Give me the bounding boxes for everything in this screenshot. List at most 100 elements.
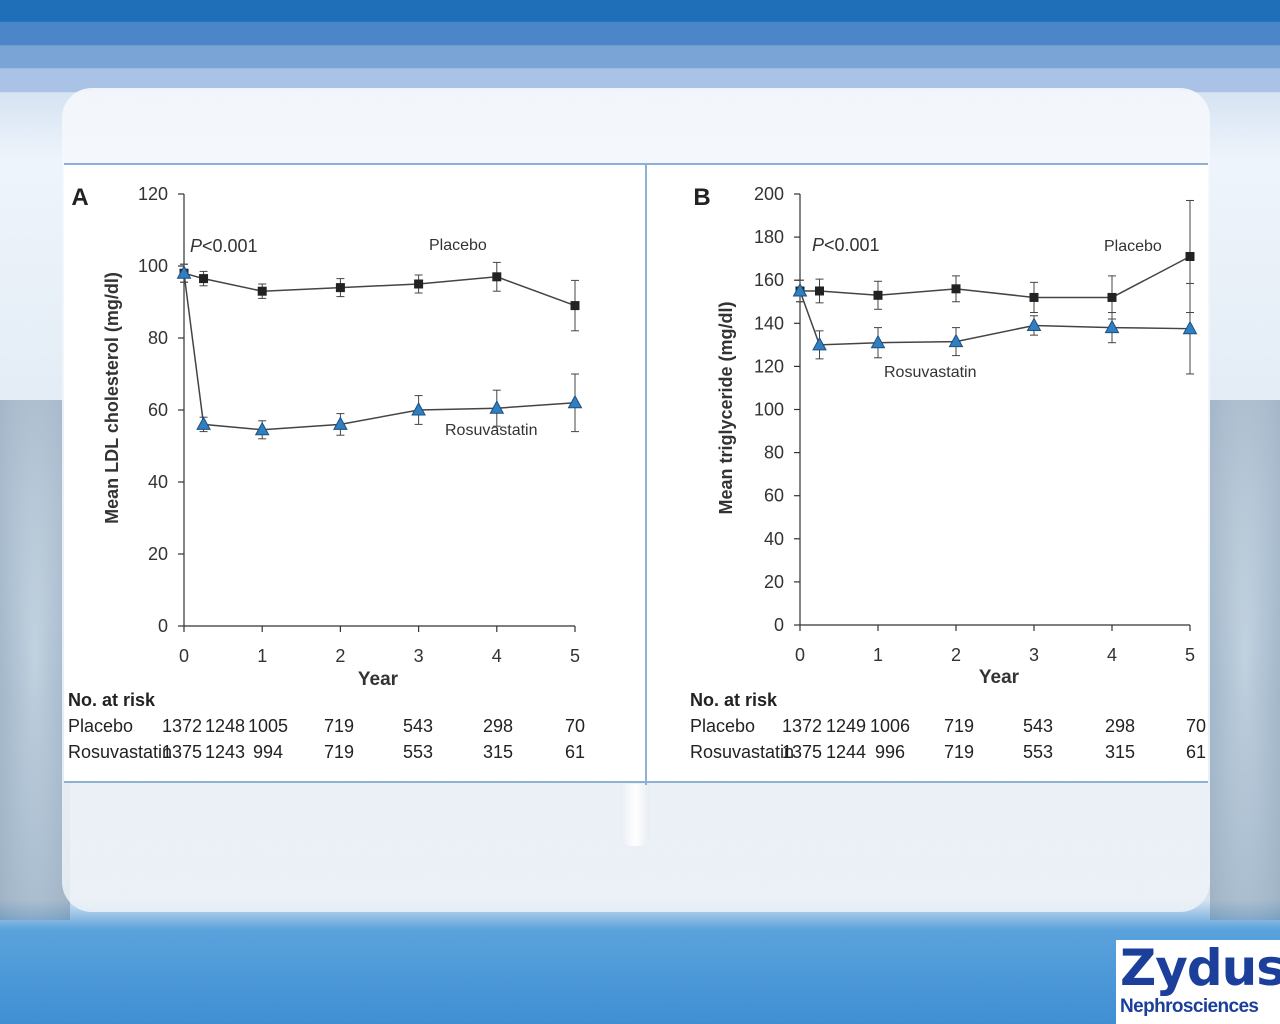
at-risk-value: 61	[565, 742, 585, 762]
at-risk-value: 70	[565, 716, 585, 736]
y-tick-label: 60	[764, 486, 784, 506]
at-risk-value: 719	[324, 716, 354, 736]
x-tick-label: 5	[570, 646, 580, 666]
data-point	[335, 283, 345, 293]
at-risk-value: 553	[403, 742, 433, 762]
data-point	[1029, 292, 1039, 302]
data-point	[870, 334, 886, 349]
data-point	[873, 290, 883, 300]
at-risk-row-label: Placebo	[690, 716, 755, 736]
at-risk-value: 1244	[826, 742, 866, 762]
data-point	[1185, 251, 1195, 261]
series-label: Placebo	[429, 237, 487, 254]
background-post	[620, 784, 650, 846]
y-tick-label: 60	[148, 400, 168, 420]
at-risk-value: 1375	[162, 742, 202, 762]
at-risk-value: 1006	[870, 716, 910, 736]
data-point	[199, 274, 209, 284]
series-label: Placebo	[1104, 238, 1162, 255]
data-point	[1182, 320, 1198, 335]
data-point	[411, 401, 426, 416]
y-tick-label: 100	[754, 400, 784, 420]
y-tick-label: 140	[754, 313, 784, 333]
background-left-texture	[0, 400, 70, 920]
data-point	[570, 301, 580, 311]
y-tick-label: 180	[754, 227, 784, 247]
at-risk-header: No. at risk	[690, 690, 778, 710]
data-point	[567, 394, 583, 409]
at-risk-row-label: Rosuvastatin	[68, 742, 172, 762]
at-risk-value: 70	[1186, 716, 1206, 736]
series-rosuvastatin: Rosuvastatin	[792, 279, 1198, 381]
at-risk-value: 543	[1023, 716, 1053, 736]
chart-panel-b: B 0 20 40 60 80 100 120 140 160 180 200 0 1 2 3 4 5 Year Me…	[690, 184, 1206, 762]
series-line	[800, 255, 1191, 299]
series-line	[799, 290, 1191, 346]
x-tick-label: 3	[414, 646, 424, 666]
at-risk-value: 315	[1105, 742, 1135, 762]
data-point	[792, 282, 808, 297]
data-point	[1104, 319, 1120, 334]
at-risk-value: 1249	[826, 716, 866, 736]
series-line	[183, 273, 576, 431]
at-risk-value: 719	[944, 742, 974, 762]
at-risk-value: 994	[253, 742, 283, 762]
series-line	[183, 272, 576, 307]
y-tick-label: 120	[754, 356, 784, 376]
series-rosuvastatin: Rosuvastatin	[176, 263, 583, 440]
x-axis-label: Year	[358, 669, 399, 690]
at-risk-value: 298	[483, 716, 513, 736]
y-tick-label: 100	[138, 256, 168, 276]
p-value-annotation: P<0.001	[812, 235, 880, 255]
y-tick-label: 20	[148, 544, 168, 564]
data-point	[333, 416, 348, 430]
at-risk-value: 61	[1186, 742, 1206, 762]
x-tick-label: 0	[795, 645, 805, 665]
at-risk-value: 315	[483, 742, 513, 762]
at-risk-value: 1372	[782, 716, 822, 736]
series-placebo: Placebo	[179, 237, 580, 332]
at-risk-value: 543	[403, 716, 433, 736]
at-risk-table: No. at risk Placebo 1372 1249 1006 719 543 298 7…	[690, 690, 1206, 762]
y-tick-label: 160	[754, 270, 784, 290]
at-risk-value: 719	[944, 716, 974, 736]
x-tick-label: 4	[492, 646, 502, 666]
data-point	[492, 272, 502, 282]
figure-box	[64, 163, 1208, 783]
at-risk-row-label: Placebo	[68, 716, 133, 736]
y-tick-label: 40	[148, 472, 168, 492]
panel-label: B	[693, 184, 710, 211]
panel-divider	[645, 163, 647, 785]
chart-panel-a: A 0 20 40 60 80 100 120 0 1 2 3 4 5 Year Mean LDL chole…	[68, 184, 585, 762]
series-label: Rosuvastatin	[884, 364, 977, 381]
x-tick-label: 5	[1185, 645, 1195, 665]
at-risk-value: 719	[324, 742, 354, 762]
y-tick-label: 80	[764, 443, 784, 463]
data-point	[812, 336, 827, 351]
zydus-logo: Zydus Nephrosciences	[1116, 940, 1280, 1024]
y-tick-label: 40	[764, 529, 784, 549]
x-tick-label: 3	[1029, 645, 1039, 665]
y-axis-label: Mean triglyceride (mg/dl)	[716, 301, 736, 514]
y-tick-label: 20	[764, 572, 784, 592]
at-risk-value: 1372	[162, 716, 202, 736]
at-risk-value: 1375	[782, 742, 822, 762]
x-tick-label: 1	[257, 646, 267, 666]
x-tick-label: 2	[335, 646, 345, 666]
at-risk-header: No. at risk	[68, 690, 156, 710]
data-point	[254, 421, 270, 436]
at-risk-row-label: Rosuvastatin	[690, 742, 794, 762]
y-tick-label: 120	[138, 184, 168, 204]
at-risk-value: 996	[875, 742, 905, 762]
logo-brand-text: Zydus	[1120, 939, 1280, 997]
data-point	[951, 284, 961, 294]
data-point	[489, 400, 505, 414]
x-axis-label: Year	[979, 667, 1020, 688]
data-point	[948, 333, 964, 348]
at-risk-table: No. at risk Placebo 1372 1248 1005 719 543 298 7…	[68, 690, 585, 762]
at-risk-value: 1005	[248, 716, 288, 736]
y-tick-label: 200	[754, 184, 784, 204]
x-tick-label: 2	[951, 645, 961, 665]
at-risk-value: 553	[1023, 742, 1053, 762]
